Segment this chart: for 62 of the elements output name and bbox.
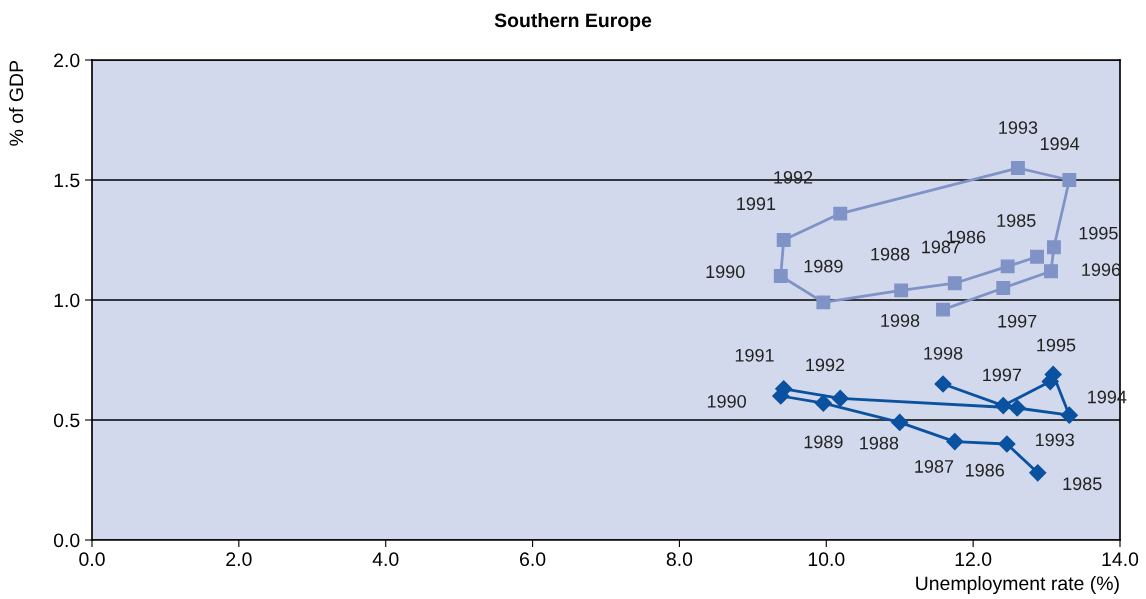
point [1010,161,1025,175]
x-axis-title: Unemployment rate (%) [916,575,1119,595]
x-tick-label: 12.0 [955,552,992,567]
annotation: 1991 [737,197,776,211]
x-tick-label: 10.0 [808,552,845,567]
annotation: 1987 [915,460,954,473]
x-tick-label: 0.0 [79,552,105,567]
point [1000,259,1015,274]
point [894,283,909,298]
point [1046,240,1061,255]
point [833,206,848,221]
annotation: 1997 [983,368,1022,382]
point [947,276,962,291]
y-tick-label: 1.5 [54,173,80,188]
chart-title: Southern Europe [494,12,652,32]
annotation: 1990 [706,265,745,279]
point [816,295,831,310]
point [776,233,791,247]
annotation: 1998 [924,346,963,360]
x-tick-label: 2.0 [226,552,252,567]
point [946,433,964,451]
point [1060,406,1078,424]
annotation: 1997 [998,314,1037,328]
point [773,269,788,283]
point [831,389,849,407]
point [1044,264,1058,279]
y-tick-label: 0.5 [53,413,80,428]
annotation: 1991 [735,348,774,362]
annotation: 1985 [1063,477,1102,491]
point [1030,249,1044,264]
annotation: 1988 [871,247,910,261]
point [814,394,832,412]
annotation: 1985 [997,214,1036,227]
annotation: 1989 [804,435,843,449]
point [1008,399,1026,417]
y-tick-label: 1.0 [54,293,80,308]
point [996,281,1011,295]
annotation: 1986 [965,463,1004,477]
annotation: 1988 [860,436,899,450]
annotation: 1995 [1079,226,1118,240]
annotation: 1992 [806,358,845,372]
y-tick-label: 0.0 [53,533,80,548]
annotation: 1994 [1040,137,1080,151]
x-tick-label: 6.0 [520,552,546,567]
annotation: 1993 [999,121,1038,134]
y-axis-title: % of GDP [8,61,24,146]
point [994,397,1012,415]
point [891,413,909,431]
point [1029,464,1047,482]
point [1062,173,1077,187]
y-tick-label: 2.0 [54,53,80,68]
annotation: 1995 [1037,338,1076,352]
annotation: 1990 [707,395,746,408]
x-tick-label: 4.0 [372,552,399,567]
annotation: 1989 [804,259,843,273]
point [936,302,950,317]
point [998,435,1016,453]
x-tick-label: 14.0 [1102,552,1139,567]
x-tick-label: 8.0 [666,552,693,567]
point [934,375,952,393]
annotation: 1993 [1036,433,1074,447]
annotation: 1998 [881,314,920,327]
